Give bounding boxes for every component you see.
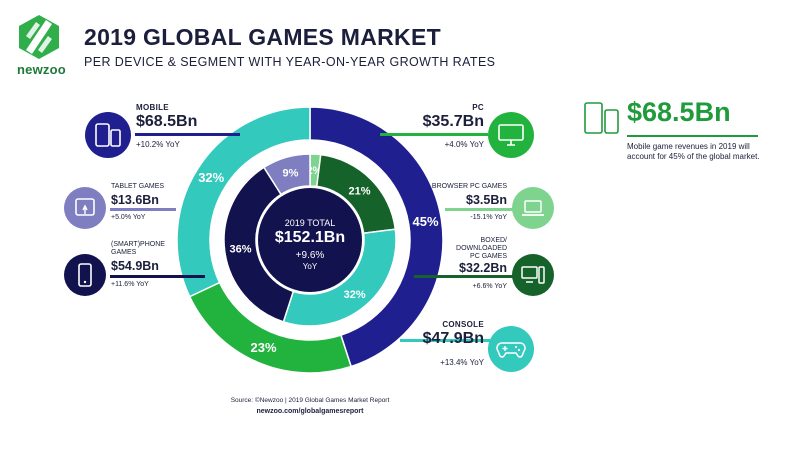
tablet-icon: [64, 187, 106, 229]
console-yoy: +13.4% YoY: [440, 358, 484, 367]
inner-segment-mobile-4: [262, 153, 311, 196]
tablet-yoy: +5.0% YoY: [111, 214, 146, 221]
smartphone-value: $54.9Bn: [111, 259, 159, 273]
logo-text: newzoo: [17, 62, 66, 77]
boxed-pc-connector-line: [414, 275, 514, 278]
browser-pc-value: $3.5Bn: [466, 193, 507, 207]
source-text: Source: ©Newzoo | 2019 Global Games Mark…: [230, 397, 390, 404]
inner-label-mobile-4: 9%: [283, 168, 299, 180]
mobile-value: $68.5Bn: [136, 113, 198, 130]
center-growth-unit: YoY: [302, 262, 318, 271]
callout-text: Mobile game revenues in 2019 will accoun…: [627, 142, 760, 161]
source-url: newzoo.com/globalgamesreport: [256, 408, 364, 415]
outer-segment-console-2: [176, 106, 311, 298]
console-value: $47.9Bn: [422, 330, 484, 347]
newzoo-logo: [19, 15, 59, 59]
console-label: CONSOLE: [442, 320, 484, 329]
inner-label-pc-1: 21%: [348, 185, 370, 197]
center-total-label: 2019 TOTAL: [284, 218, 336, 228]
inner-label-mobile-3: 36%: [230, 244, 252, 256]
outer-label-mobile-0: 45%: [413, 214, 439, 229]
outer-label-pc-1: 23%: [251, 340, 277, 355]
inner-label-console-2: 32%: [344, 289, 366, 301]
smartphone-label-line1: (SMART)PHONE: [111, 241, 165, 248]
boxed-pc-label-line1: BOXED/: [480, 237, 507, 244]
smartphone-yoy: +11.6% YoY: [111, 281, 149, 288]
pc-value: $35.7Bn: [422, 113, 484, 130]
boxed-pc-label-line3: PC GAMES: [470, 253, 507, 260]
boxed-pc-yoy: +6.6% YoY: [472, 283, 507, 290]
page-title: 2019 GLOBAL GAMES MARKET: [84, 24, 441, 50]
outer-label-console-2: 32%: [198, 170, 224, 185]
laptop-icon: [512, 187, 554, 229]
mobile-yoy: +10.2% YoY: [136, 140, 180, 149]
smartphone-label-line2: GAMES: [111, 249, 137, 256]
browser-pc-connector-line: [445, 208, 520, 211]
mobile-devices-icon: [85, 112, 131, 158]
callout-mobile-devices-icon: [584, 102, 619, 134]
outer-segment-mobile-0: [309, 106, 444, 368]
center-growth: +9.6%: [295, 250, 325, 261]
gamepad-icon: [488, 326, 534, 372]
boxed-pc-value: $32.2Bn: [459, 261, 507, 275]
mobile-label: MOBILE: [136, 103, 169, 112]
browser-pc-yoy: -15.1% YoY: [470, 214, 507, 221]
tablet-value: $13.6Bn: [111, 193, 159, 207]
callout-value: $68.5Bn: [627, 97, 731, 127]
inner-segment-console-2: [282, 228, 397, 327]
pc-connector-line: [380, 133, 488, 136]
smartphone-icon: [64, 254, 106, 296]
inner-segment-mobile-3: [223, 166, 295, 323]
boxed-pc-label-line2: DOWNLOADED: [456, 245, 507, 252]
mobile-connector-line: [135, 133, 240, 136]
console-connector-line: [400, 339, 490, 342]
smartphone-connector-line: [110, 275, 205, 278]
tablet-label: TABLET GAMES: [111, 183, 165, 190]
donut-center: [258, 188, 362, 292]
page-subtitle: PER DEVICE & SEGMENT WITH YEAR-ON-YEAR G…: [84, 55, 496, 69]
callout-divider: [627, 135, 758, 137]
center-total-value: $152.1Bn: [274, 229, 346, 246]
browser-pc-label: BROWSER PC GAMES: [431, 183, 507, 190]
monitor-icon: [488, 112, 534, 158]
pc-yoy: +4.0% YoY: [444, 140, 484, 149]
tablet-connector-line: [110, 208, 176, 211]
pc-tower-icon: [512, 254, 554, 296]
pc-label: PC: [472, 103, 484, 112]
